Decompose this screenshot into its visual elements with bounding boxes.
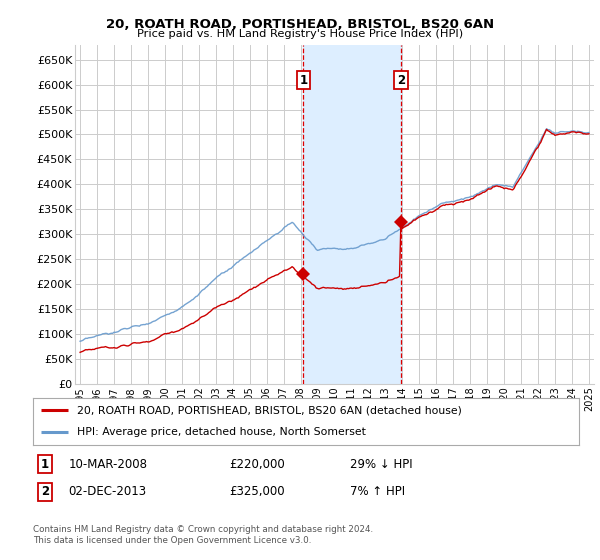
Text: 20, ROATH ROAD, PORTISHEAD, BRISTOL, BS20 6AN (detached house): 20, ROATH ROAD, PORTISHEAD, BRISTOL, BS2…: [77, 405, 461, 416]
Text: 1: 1: [41, 458, 49, 470]
Text: 2: 2: [397, 74, 405, 87]
Text: 7% ↑ HPI: 7% ↑ HPI: [350, 486, 405, 498]
Text: £220,000: £220,000: [230, 458, 286, 470]
Text: £325,000: £325,000: [230, 486, 285, 498]
Text: 1: 1: [299, 74, 308, 87]
Bar: [304, 45, 401, 384]
Text: 2: 2: [41, 486, 49, 498]
Text: 10-MAR-2008: 10-MAR-2008: [68, 458, 148, 470]
Text: Contains HM Land Registry data © Crown copyright and database right 2024.
This d: Contains HM Land Registry data © Crown c…: [33, 525, 373, 545]
Text: HPI: Average price, detached house, North Somerset: HPI: Average price, detached house, Nort…: [77, 427, 365, 437]
Text: Price paid vs. HM Land Registry's House Price Index (HPI): Price paid vs. HM Land Registry's House …: [137, 29, 463, 39]
Text: 29% ↓ HPI: 29% ↓ HPI: [350, 458, 412, 470]
Text: 20, ROATH ROAD, PORTISHEAD, BRISTOL, BS20 6AN: 20, ROATH ROAD, PORTISHEAD, BRISTOL, BS2…: [106, 18, 494, 31]
Text: 02-DEC-2013: 02-DEC-2013: [68, 486, 146, 498]
